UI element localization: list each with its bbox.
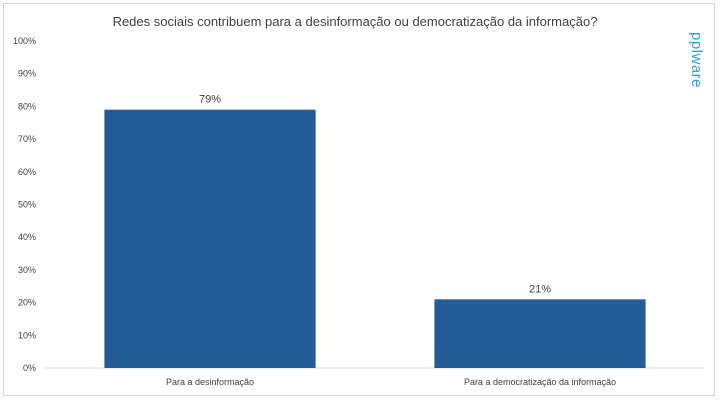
x-category-label: Para a democratização da informação	[464, 377, 616, 387]
y-tick-label: 50%	[18, 200, 36, 210]
y-tick-label: 90%	[18, 69, 36, 79]
bar	[434, 299, 646, 368]
bars-group	[104, 109, 646, 369]
data-labels-group: 79% 21%	[199, 94, 551, 296]
bar-data-label: 21%	[529, 283, 551, 295]
bar	[104, 109, 316, 369]
y-tick-label: 80%	[18, 101, 36, 111]
y-axis: 0% 10% 20% 30% 40% 50% 60% 70% 80% 90% 100%	[13, 36, 36, 373]
x-category-label: Para a desinformação	[166, 377, 254, 387]
y-tick-label: 30%	[18, 265, 36, 275]
y-tick-label: 20%	[18, 298, 36, 308]
chart-title: Redes sociais contribuem para a desinfor…	[113, 14, 598, 29]
y-tick-label: 60%	[18, 167, 36, 177]
y-tick-label: 10%	[18, 330, 36, 340]
y-tick-label: 100%	[13, 36, 36, 46]
category-labels-group: Para a desinformação Para a democratizaçã…	[166, 377, 616, 387]
y-tick-label: 0%	[23, 363, 36, 373]
y-tick-label: 40%	[18, 232, 36, 242]
pplware-logo: pplware	[688, 32, 705, 88]
bar-data-label: 79%	[199, 94, 221, 106]
y-tick-label: 70%	[18, 134, 36, 144]
